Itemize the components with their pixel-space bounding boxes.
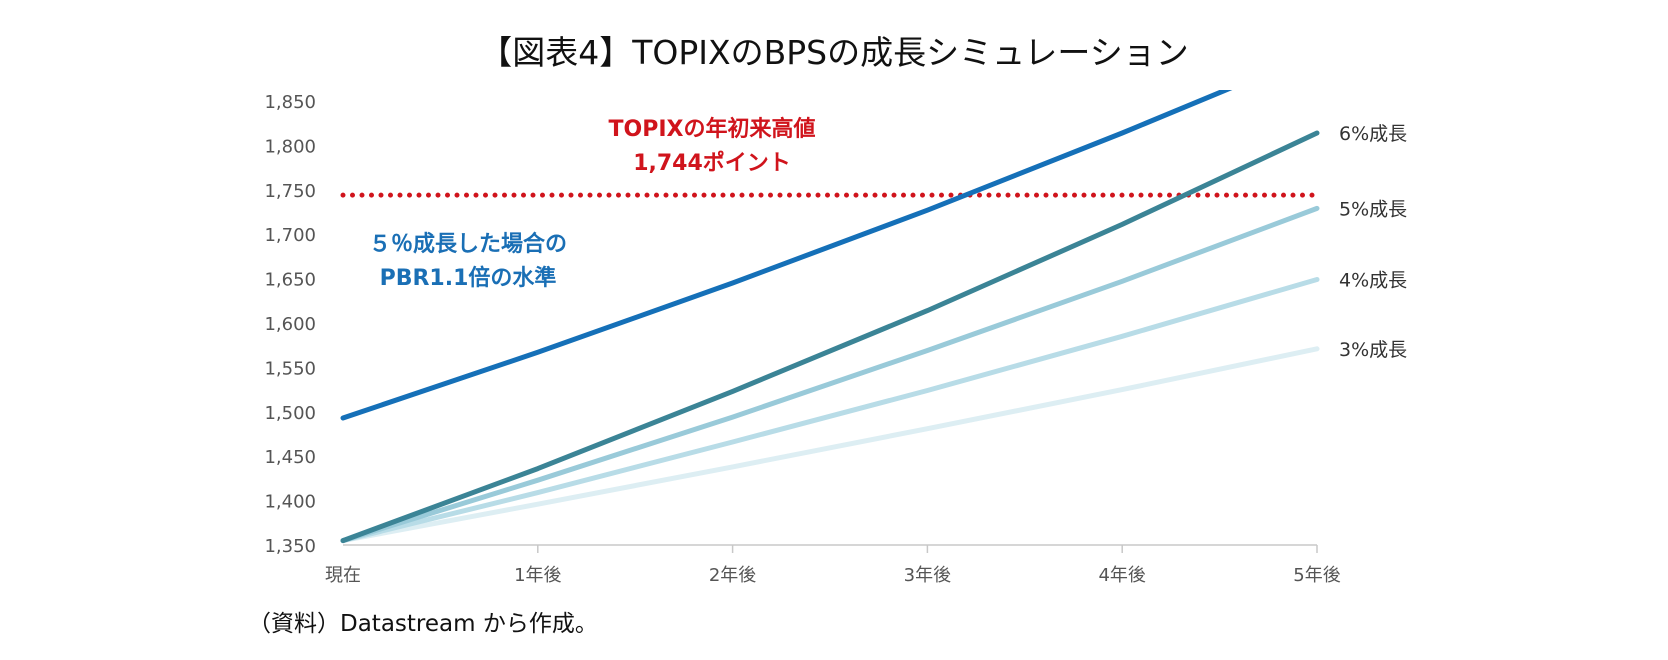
annotations: TOPIXの年初来高値 1,744ポイント ５％成長した場合の PBR1.1倍の水準 [369, 116, 816, 291]
y-tick-label: 1,650 [264, 270, 316, 291]
series-labels: 3%成長 4%成長 5%成長 6%成長 [1339, 123, 1407, 361]
series-line-1 [340, 277, 1320, 544]
y-tick-label: 1,750 [264, 181, 316, 202]
series-label: 5%成長 [1339, 198, 1407, 220]
chart-title: 【図表4】TOPIXのBPSの成長シミュレーション [479, 33, 1189, 72]
x-tick-label: 3年後 [904, 565, 951, 586]
axes: 現在 1年後 2年後 3年後 4年後 5年後 1,350 1,400 1,450 1,500 1,5… [264, 92, 1340, 586]
series-label: 3%成長 [1339, 339, 1407, 361]
x-tick-label: 5年後 [1293, 565, 1340, 586]
annotation-ref-line: 1,744ポイント [633, 150, 791, 176]
annotation-pbr-line: ５％成長した場合の [369, 231, 567, 257]
y-tick-label: 1,600 [264, 314, 316, 335]
series-label: 4%成長 [1339, 269, 1407, 291]
series-line-3 [340, 130, 1320, 544]
series-line-4 [340, 90, 1233, 421]
annotation-pbr-line: PBR1.1倍の水準 [380, 265, 557, 291]
series-label: 6%成長 [1339, 123, 1407, 145]
y-tick-label: 1,500 [264, 403, 316, 424]
y-tick-label: 1,350 [264, 536, 316, 557]
x-tick-label: 1年後 [514, 565, 561, 586]
annotation-ref-line: TOPIXの年初来高値 [609, 116, 816, 142]
y-tick-label: 1,850 [264, 92, 316, 113]
series-lines [340, 90, 1320, 544]
y-tick-label: 1,400 [264, 492, 316, 513]
y-tick-label: 1,800 [264, 136, 316, 157]
x-tick-label: 2年後 [709, 565, 756, 586]
y-tick-label: 1,550 [264, 358, 316, 379]
y-tick-label: 1,700 [264, 225, 316, 246]
series-line-0 [340, 346, 1320, 544]
x-tick-label: 現在 [325, 565, 361, 586]
x-tick-label: 4年後 [1098, 565, 1145, 586]
y-tick-label: 1,450 [264, 447, 316, 468]
series-line-2 [340, 205, 1320, 544]
source-note: （資料）Datastream から作成。 [248, 611, 598, 637]
